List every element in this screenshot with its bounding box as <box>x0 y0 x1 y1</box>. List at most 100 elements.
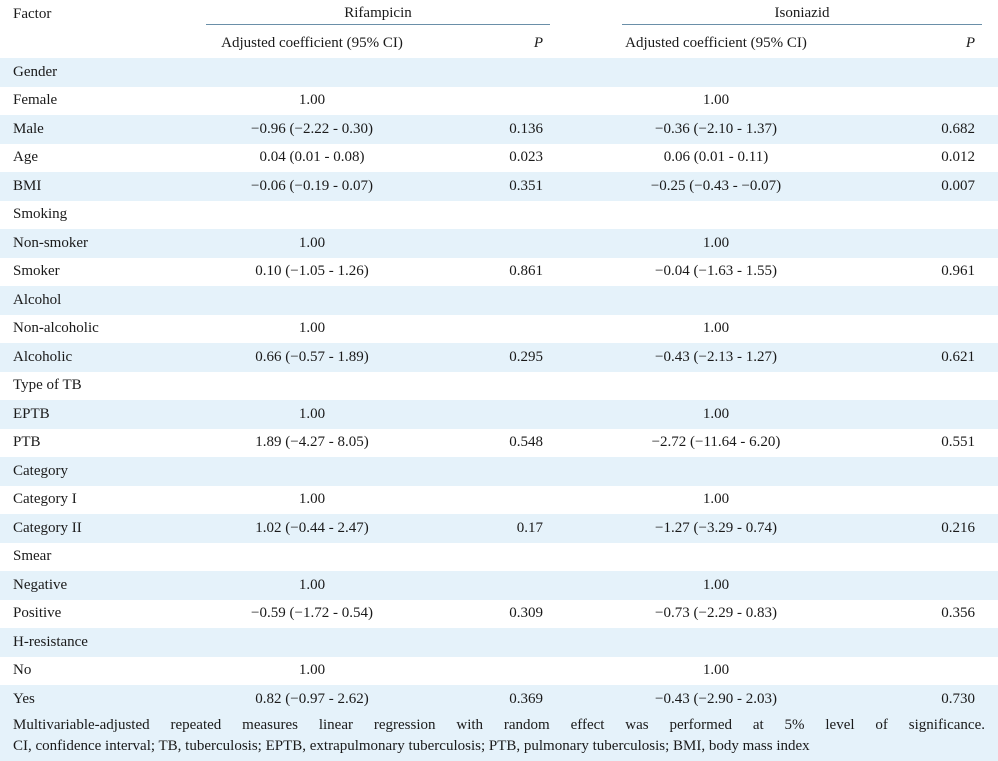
isoniazid-p <box>866 400 998 429</box>
rifampicin-p <box>434 200 566 229</box>
isoniazid-coef: 1.00 <box>566 229 866 258</box>
isoniazid-coef: 1.00 <box>566 571 866 600</box>
table-row: Alcohol <box>0 286 998 315</box>
table-row: EPTB 1.00 1.00 <box>0 400 998 429</box>
table-row: Type of TB <box>0 371 998 400</box>
isoniazid-p: 0.007 <box>866 172 998 201</box>
isoniazid-coef: 1.00 <box>566 400 866 429</box>
row-label: Negative <box>0 571 190 600</box>
isoniazid-p: 0.012 <box>866 143 998 172</box>
footnote-line-1: Multivariable-adjusted repeated measures… <box>13 717 985 733</box>
row-label: Smoker <box>0 257 190 286</box>
isoniazid-coef <box>566 58 866 87</box>
table-footnote: Multivariable-adjusted repeated measures… <box>0 712 998 761</box>
isoniazid-p <box>866 542 998 571</box>
header-isoniazid: Isoniazid <box>622 5 983 25</box>
rifampicin-coef <box>190 371 434 400</box>
isoniazid-p: 0.730 <box>866 685 998 714</box>
row-label: Non-smoker <box>0 229 190 258</box>
table-row: Smear <box>0 542 998 571</box>
header-coef-isoniazid: Adjusted coefficient (95% CI) <box>566 29 866 58</box>
table-row: Category <box>0 457 998 486</box>
header-p-isoniazid: P <box>866 29 998 58</box>
footnote-line-2: CI, confidence interval; TB, tuberculosi… <box>13 738 810 754</box>
row-label: Alcohol <box>0 286 190 315</box>
row-label: Female <box>0 86 190 115</box>
rifampicin-p <box>434 457 566 486</box>
header-row-groups: Factor Rifampicin Isoniazid <box>0 0 998 29</box>
isoniazid-coef: −0.25 (−0.43 - −0.07) <box>566 172 866 201</box>
rifampicin-p: 0.136 <box>434 115 566 144</box>
table-row: Positive −0.59 (−1.72 - 0.54) 0.309 −0.73 (… <box>0 599 998 628</box>
table-row: Male −0.96 (−2.22 - 0.30) 0.136 −0.36 (−2.1… <box>0 115 998 144</box>
rifampicin-coef <box>190 628 434 657</box>
rifampicin-coef: 1.00 <box>190 656 434 685</box>
table-row: PTB 1.89 (−4.27 - 8.05) 0.548 −2.72 (−11.64… <box>0 428 998 457</box>
table-row: Age 0.04 (0.01 - 0.08) 0.023 0.06 (0.01 - 0… <box>0 143 998 172</box>
isoniazid-coef: 1.00 <box>566 86 866 115</box>
rifampicin-coef: 0.10 (−1.05 - 1.26) <box>190 257 434 286</box>
table-row: Yes 0.82 (−0.97 - 2.62) 0.369 −0.43 (−2.90 … <box>0 685 998 714</box>
row-label: Category <box>0 457 190 486</box>
row-label: Age <box>0 143 190 172</box>
rifampicin-coef: 1.00 <box>190 86 434 115</box>
row-label: BMI <box>0 172 190 201</box>
isoniazid-coef <box>566 542 866 571</box>
rifampicin-coef: −0.96 (−2.22 - 0.30) <box>190 115 434 144</box>
rifampicin-coef: 1.02 (−0.44 - 2.47) <box>190 514 434 543</box>
row-label: Yes <box>0 685 190 714</box>
rifampicin-p: 0.309 <box>434 599 566 628</box>
rifampicin-p: 0.369 <box>434 685 566 714</box>
table-row: Gender <box>0 58 998 87</box>
rifampicin-coef: 0.04 (0.01 - 0.08) <box>190 143 434 172</box>
row-label: PTB <box>0 428 190 457</box>
isoniazid-p <box>866 86 998 115</box>
row-label: Male <box>0 115 190 144</box>
isoniazid-coef: −0.43 (−2.13 - 1.27) <box>566 343 866 372</box>
rifampicin-coef: 1.00 <box>190 229 434 258</box>
rifampicin-p <box>434 628 566 657</box>
isoniazid-p <box>866 371 998 400</box>
results-table: Factor Rifampicin Isoniazid Adjusted coe… <box>0 0 998 714</box>
table-row: H-resistance <box>0 628 998 657</box>
table-row: Alcoholic 0.66 (−0.57 - 1.89) 0.295 −0.43 (… <box>0 343 998 372</box>
rifampicin-p: 0.17 <box>434 514 566 543</box>
rifampicin-coef: 1.00 <box>190 314 434 343</box>
row-label: Alcoholic <box>0 343 190 372</box>
table-row: Non-alcoholic 1.00 1.00 <box>0 314 998 343</box>
isoniazid-p <box>866 314 998 343</box>
isoniazid-coef: −0.43 (−2.90 - 2.03) <box>566 685 866 714</box>
isoniazid-coef <box>566 457 866 486</box>
rifampicin-p: 0.548 <box>434 428 566 457</box>
isoniazid-coef <box>566 628 866 657</box>
rifampicin-p: 0.351 <box>434 172 566 201</box>
isoniazid-coef: −2.72 (−11.64 - 6.20) <box>566 428 866 457</box>
header-factor: Factor <box>0 0 190 29</box>
header-coef-rifampicin: Adjusted coefficient (95% CI) <box>190 29 434 58</box>
rifampicin-coef: 1.89 (−4.27 - 8.05) <box>190 428 434 457</box>
rifampicin-coef: 0.82 (−0.97 - 2.62) <box>190 685 434 714</box>
isoniazid-p <box>866 656 998 685</box>
header-row-columns: Adjusted coefficient (95% CI) P Adjusted… <box>0 29 998 58</box>
isoniazid-p: 0.356 <box>866 599 998 628</box>
header-rifampicin: Rifampicin <box>206 5 550 25</box>
rifampicin-p <box>434 229 566 258</box>
rifampicin-p <box>434 400 566 429</box>
isoniazid-p <box>866 628 998 657</box>
rifampicin-p <box>434 86 566 115</box>
rifampicin-p: 0.295 <box>434 343 566 372</box>
isoniazid-coef: 0.06 (0.01 - 0.11) <box>566 143 866 172</box>
table-row: Category I 1.00 1.00 <box>0 485 998 514</box>
isoniazid-p <box>866 229 998 258</box>
row-label: Smear <box>0 542 190 571</box>
rifampicin-coef <box>190 200 434 229</box>
isoniazid-coef: −1.27 (−3.29 - 0.74) <box>566 514 866 543</box>
isoniazid-coef: 1.00 <box>566 656 866 685</box>
rifampicin-coef <box>190 286 434 315</box>
isoniazid-p <box>866 58 998 87</box>
table-row: No 1.00 1.00 <box>0 656 998 685</box>
row-label: Type of TB <box>0 371 190 400</box>
table-row: Smoking <box>0 200 998 229</box>
table-row: Smoker 0.10 (−1.05 - 1.26) 0.861 −0.04 (−1.… <box>0 257 998 286</box>
